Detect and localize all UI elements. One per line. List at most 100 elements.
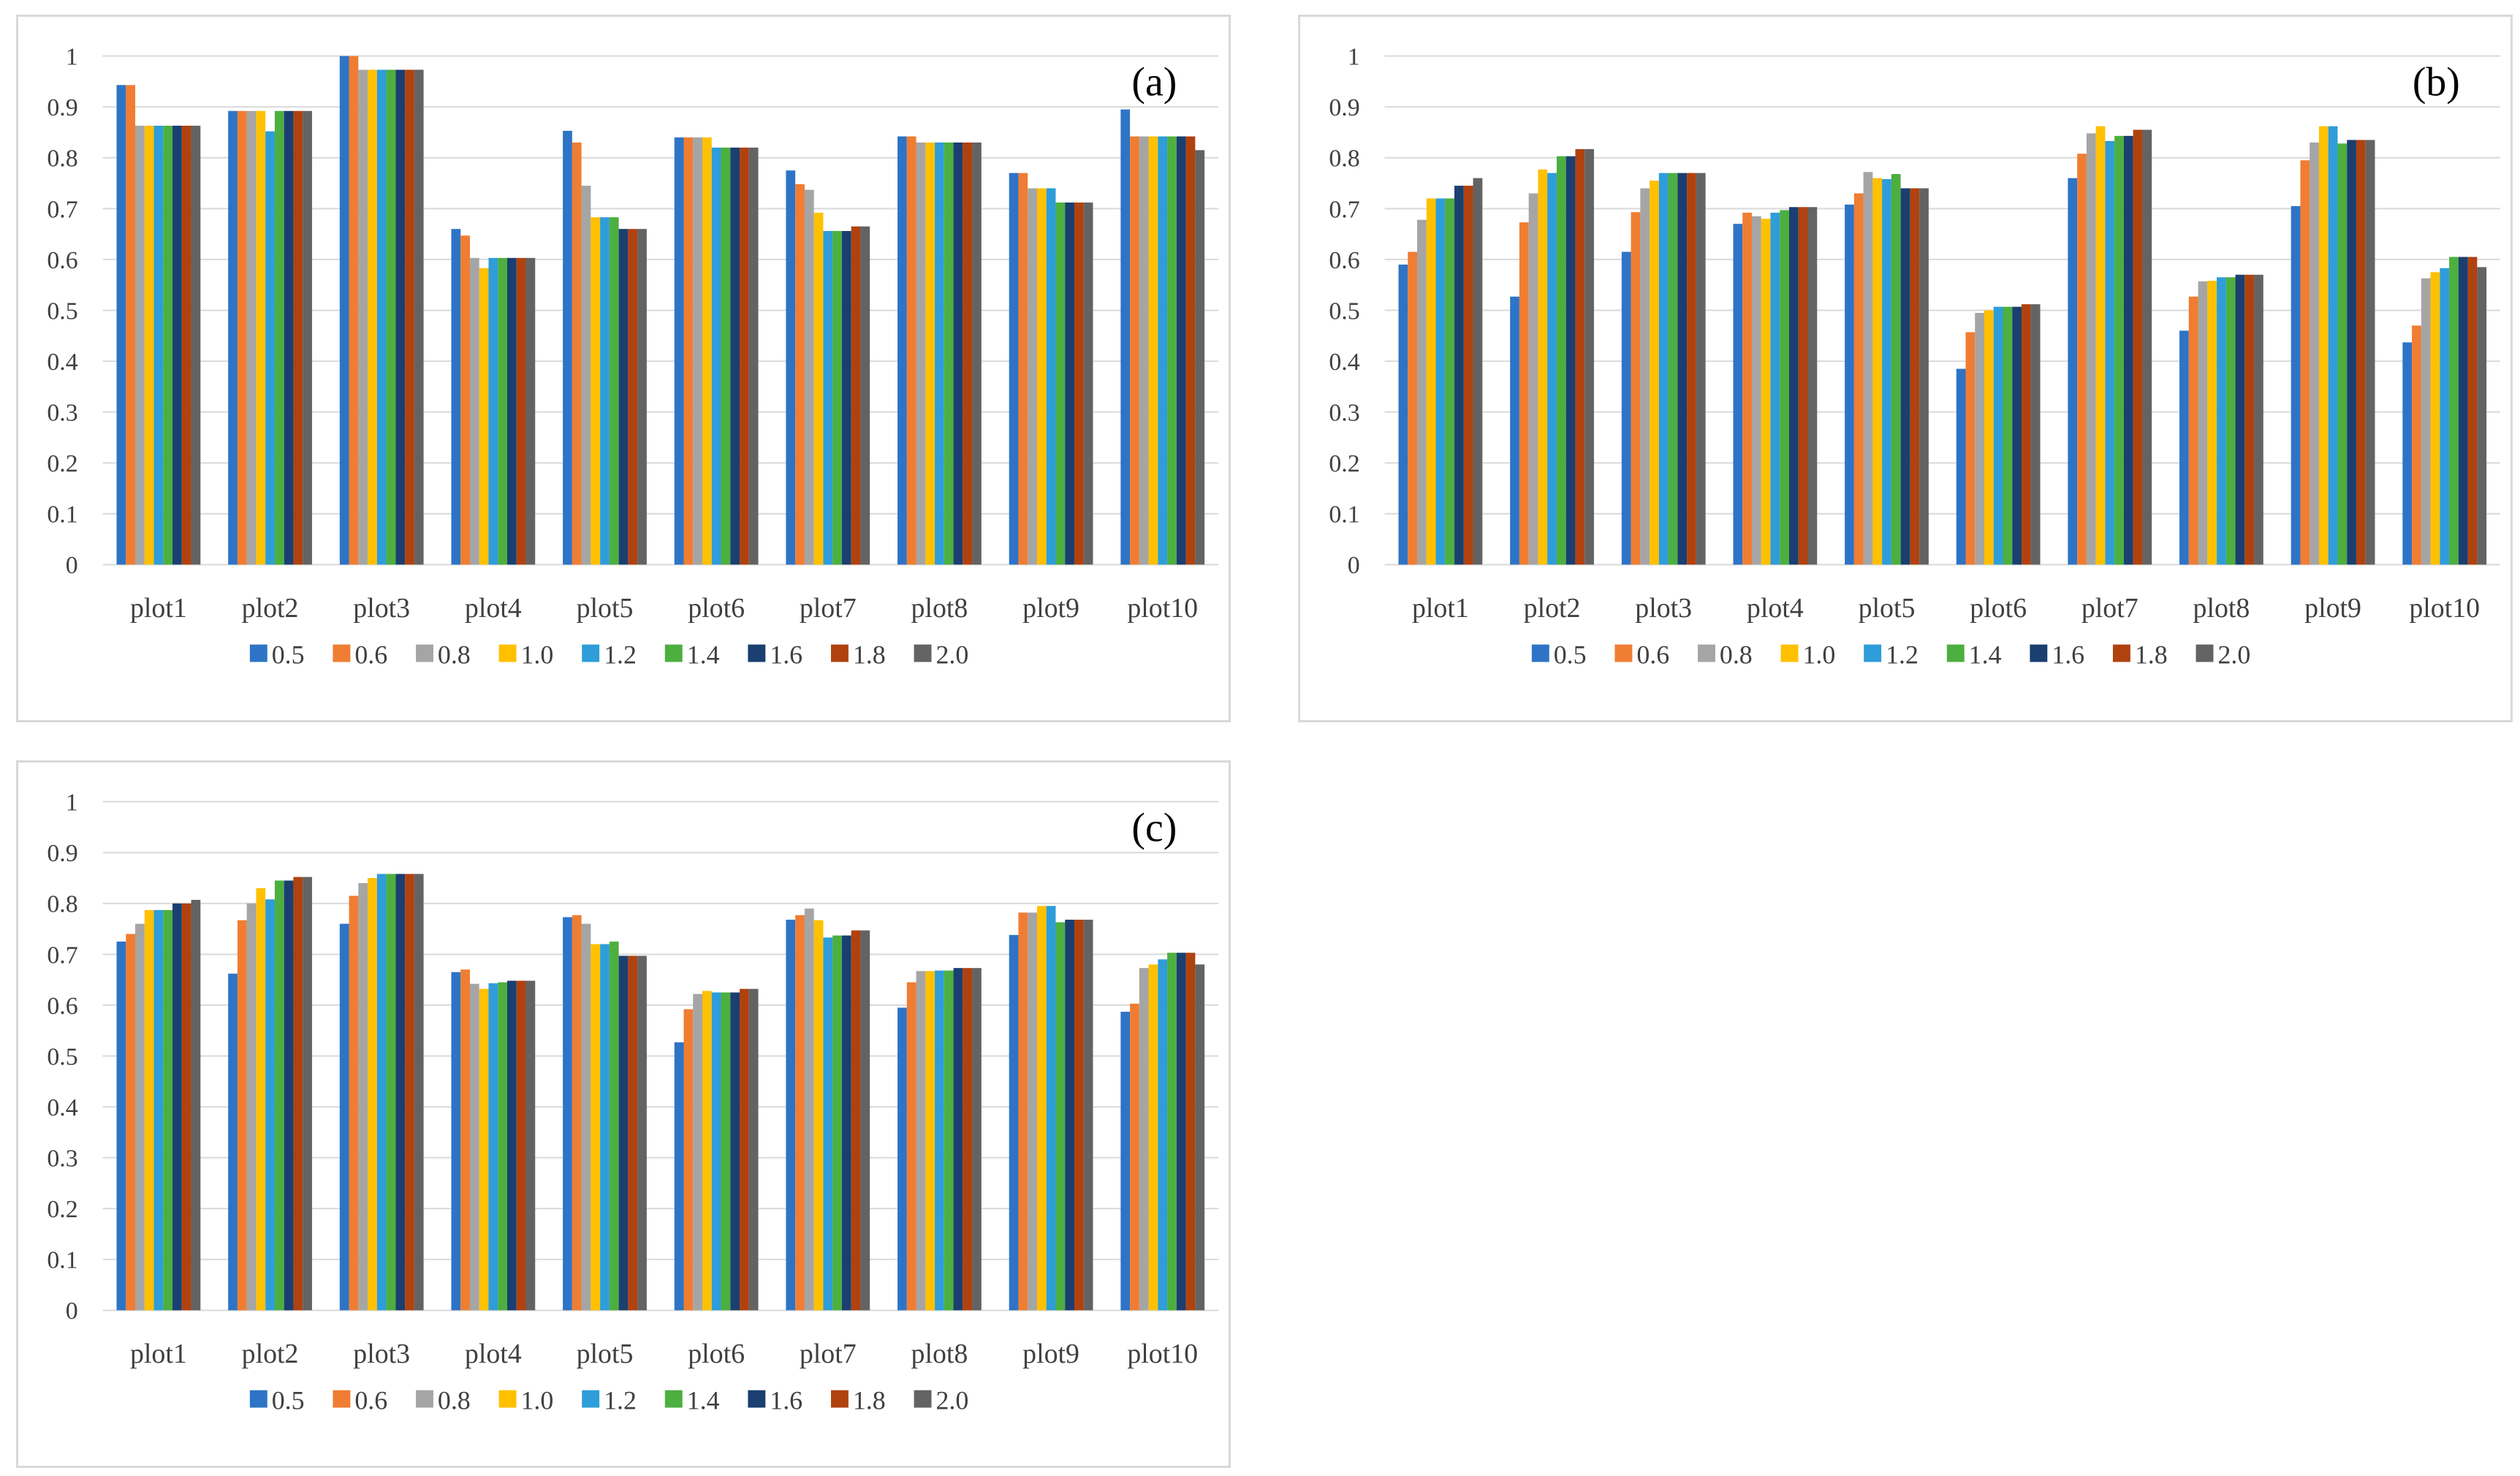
legend-swatch — [1614, 644, 1633, 662]
bar-plot8-1.2 — [935, 142, 944, 565]
bar-plot9-0.6 — [2300, 160, 2310, 565]
bar-plot4-0.5 — [451, 229, 461, 565]
y-tick-label: 0.5 — [1329, 298, 1359, 325]
bar-plot8-0.5 — [897, 136, 907, 565]
bar-plot9-1.2 — [1046, 906, 1056, 1311]
bar-plot6-2.0 — [748, 147, 759, 565]
bar-plot3-1.2 — [1658, 173, 1669, 565]
bar-plot9-0.6 — [1018, 173, 1028, 565]
bar-plot3-1.0 — [1650, 181, 1659, 565]
bar-plot2-0.5 — [228, 973, 238, 1311]
legend-swatch — [1531, 644, 1549, 662]
bar-plot5-1.2 — [600, 944, 610, 1311]
chart-title: (c) — [1131, 805, 1177, 850]
bar-plot5-1.6 — [1900, 188, 1910, 565]
bar-plot8-0.8 — [916, 142, 926, 565]
legend-label: 1.0 — [521, 1386, 554, 1415]
legend-label: 0.8 — [438, 1386, 471, 1415]
bar-plot1-0.8 — [135, 125, 145, 565]
bar-plot8-0.6 — [2188, 296, 2198, 565]
bar-plot8-0.8 — [916, 971, 926, 1311]
legend-label: 1.0 — [1803, 640, 1836, 670]
bar-plot1-0.8 — [1417, 219, 1427, 565]
bar-plot2-1.2 — [1547, 173, 1557, 565]
bar-plot10-1.6 — [1176, 953, 1186, 1311]
bar-plot5-0.5 — [1845, 204, 1854, 565]
bar-plot4-0.6 — [1742, 212, 1752, 565]
x-tick-label: plot5 — [577, 1339, 634, 1369]
y-tick-label: 0.7 — [1329, 196, 1359, 223]
legend-label: 2.0 — [935, 1386, 968, 1415]
bar-plot10-1.4 — [1167, 953, 1177, 1311]
x-tick-label: plot9 — [1022, 1339, 1079, 1369]
legend-swatch — [249, 1390, 267, 1408]
bar-plot5-0.8 — [1863, 172, 1873, 565]
bar-plot7-0.6 — [795, 183, 805, 565]
bar-plot9-2.0 — [1083, 920, 1093, 1311]
bar-plot8-1.8 — [963, 968, 973, 1311]
bar-plot10-0.8 — [1139, 968, 1149, 1311]
legend-swatch — [748, 1390, 766, 1408]
bar-plot4-1.4 — [498, 982, 507, 1311]
bar-plot5-0.6 — [572, 142, 582, 565]
bar-plot9-1.2 — [1046, 188, 1056, 565]
bar-plot3-1.8 — [405, 69, 414, 565]
bar-plot3-1.4 — [386, 69, 396, 565]
bar-plot5-0.5 — [563, 130, 572, 565]
bar-plot5-1.6 — [618, 955, 629, 1311]
bar-plot9-1.6 — [1065, 920, 1074, 1311]
bar-plot6-0.8 — [1975, 312, 1985, 565]
bar-plot8-1.0 — [925, 971, 935, 1311]
bar-plot9-2.0 — [2365, 140, 2375, 565]
legend-swatch — [1864, 644, 1882, 662]
bar-plot8-2.0 — [972, 142, 982, 565]
bar-plot10-1.6 — [1176, 136, 1186, 565]
bar-plot6-1.0 — [1984, 310, 1994, 565]
chart-title: (b) — [2413, 59, 2460, 105]
bar-plot6-0.6 — [1965, 332, 1976, 565]
y-tick-label: 0.7 — [47, 942, 77, 969]
bar-plot6-0.8 — [693, 137, 703, 565]
bar-plot4-1.8 — [1798, 207, 1808, 565]
x-tick-label: plot9 — [2304, 593, 2361, 624]
bar-plot5-1.8 — [628, 955, 638, 1311]
x-tick-label: plot1 — [130, 593, 187, 624]
legend-label: 1.4 — [1969, 640, 2002, 670]
bar-plot9-0.6 — [1018, 912, 1028, 1311]
bar-plot7-1.6 — [2123, 135, 2133, 565]
bar-plot2-0.6 — [237, 110, 247, 565]
bar-plot4-0.8 — [469, 983, 479, 1311]
x-tick-label: plot2 — [242, 593, 299, 624]
bar-plot9-0.5 — [2291, 205, 2301, 565]
bar-plot8-1.8 — [2244, 274, 2255, 565]
bar-plot3-1.6 — [395, 874, 406, 1311]
bar-plot2-1.2 — [265, 899, 275, 1311]
bar-plot6-2.0 — [748, 988, 759, 1311]
bar-plot1-1.2 — [153, 125, 164, 565]
y-tick-label: 0 — [66, 1298, 78, 1325]
y-tick-label: 0.4 — [47, 1094, 77, 1121]
bar-plot1-1.2 — [1435, 198, 1446, 565]
bar-plot2-0.8 — [246, 903, 257, 1311]
bar-plot9-2.0 — [1083, 203, 1093, 565]
bar-chart-a: 0 0.1 0.2 0.3 0.4 0.5 0.6 0.7 0.8 0.9 1 plot1 plot2 p… — [47, 44, 1219, 669]
x-tick-label: plot10 — [2409, 593, 2480, 624]
bar-plot3-2.0 — [1696, 173, 1706, 565]
bar-plot10-0.8 — [2421, 278, 2431, 565]
bar-plot5-0.8 — [581, 923, 591, 1311]
bar-plot8-1.6 — [953, 968, 963, 1311]
bar-plot8-0.8 — [2198, 281, 2208, 565]
bar-chart-b: 0 0.1 0.2 0.3 0.4 0.5 0.6 0.7 0.8 0.9 1 plot1 plot2 p… — [1329, 44, 2501, 670]
bar-plot1-1.6 — [172, 903, 182, 1311]
bar-plot2-2.0 — [303, 110, 312, 565]
y-tick-label: 0.3 — [47, 1146, 77, 1173]
bar-plot9-1.4 — [1055, 203, 1066, 565]
bar-plot6-1.8 — [740, 147, 749, 565]
x-tick-label: plot6 — [688, 593, 745, 624]
x-tick-label: plot1 — [1412, 593, 1469, 624]
y-tick-label: 0.8 — [1329, 145, 1359, 173]
x-tick-label: plot3 — [353, 593, 410, 624]
bar-plot1-2.0 — [191, 899, 201, 1311]
bar-plot7-1.4 — [832, 935, 842, 1311]
bar-plot1-0.5 — [116, 941, 126, 1311]
